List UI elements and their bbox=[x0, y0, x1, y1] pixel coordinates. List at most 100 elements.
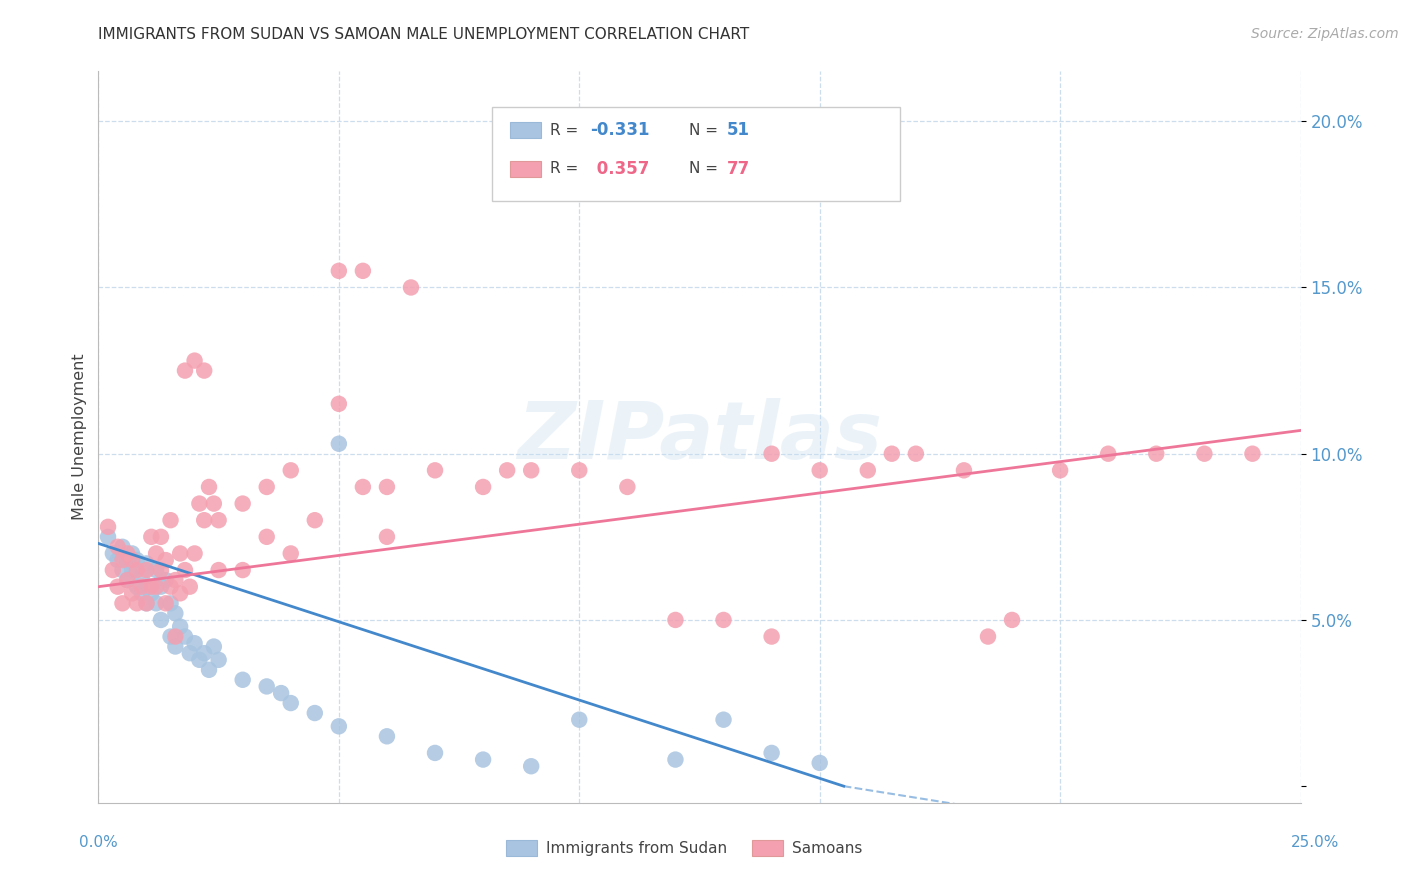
Point bbox=[145, 580, 167, 594]
Point bbox=[159, 630, 181, 644]
Point bbox=[664, 613, 686, 627]
Point bbox=[198, 663, 221, 677]
Point bbox=[159, 513, 181, 527]
Point bbox=[256, 480, 278, 494]
Text: Source: ZipAtlas.com: Source: ZipAtlas.com bbox=[1251, 27, 1399, 41]
Point bbox=[328, 264, 350, 278]
Point bbox=[111, 540, 134, 554]
Point bbox=[131, 580, 153, 594]
Point bbox=[149, 530, 172, 544]
Point bbox=[1144, 447, 1167, 461]
Point bbox=[183, 353, 205, 368]
Text: ZIPatlas: ZIPatlas bbox=[517, 398, 882, 476]
Point bbox=[328, 719, 350, 733]
Point bbox=[568, 713, 591, 727]
Point bbox=[135, 557, 157, 571]
Point bbox=[352, 264, 374, 278]
Point bbox=[761, 746, 783, 760]
Text: 0.0%: 0.0% bbox=[79, 836, 118, 850]
Point bbox=[375, 729, 398, 743]
Point bbox=[149, 580, 172, 594]
Point bbox=[135, 596, 157, 610]
Point bbox=[193, 363, 215, 377]
Point bbox=[761, 447, 783, 461]
Text: R =: R = bbox=[550, 123, 583, 137]
Text: N =: N = bbox=[689, 161, 723, 176]
Point bbox=[121, 553, 143, 567]
Point bbox=[202, 640, 225, 654]
Point bbox=[713, 613, 735, 627]
Point bbox=[208, 653, 231, 667]
Point bbox=[131, 570, 153, 584]
Point bbox=[280, 696, 302, 710]
Point bbox=[125, 580, 148, 594]
Point bbox=[568, 463, 591, 477]
Point bbox=[155, 596, 177, 610]
Point bbox=[97, 520, 120, 534]
Point bbox=[169, 546, 191, 560]
Point bbox=[193, 513, 215, 527]
Text: 51: 51 bbox=[727, 121, 749, 139]
Point bbox=[1097, 447, 1119, 461]
Point bbox=[179, 580, 201, 594]
Point bbox=[125, 563, 148, 577]
Point bbox=[496, 463, 519, 477]
Point bbox=[1194, 447, 1216, 461]
Point bbox=[256, 530, 278, 544]
Point bbox=[328, 436, 350, 450]
Point bbox=[977, 630, 1000, 644]
Point bbox=[808, 756, 831, 770]
Point bbox=[125, 553, 148, 567]
Point bbox=[270, 686, 292, 700]
Point bbox=[165, 640, 187, 654]
Point bbox=[904, 447, 927, 461]
Point bbox=[953, 463, 976, 477]
Point bbox=[97, 530, 120, 544]
Point bbox=[280, 463, 302, 477]
Point bbox=[107, 540, 129, 554]
Point bbox=[174, 363, 197, 377]
Text: 77: 77 bbox=[727, 160, 751, 178]
Point bbox=[232, 673, 254, 687]
Point bbox=[121, 546, 143, 560]
Point bbox=[135, 596, 157, 610]
Point bbox=[256, 680, 278, 694]
Y-axis label: Male Unemployment: Male Unemployment bbox=[72, 354, 87, 520]
Point bbox=[111, 553, 134, 567]
Point bbox=[111, 596, 134, 610]
Point bbox=[149, 613, 172, 627]
Point bbox=[193, 646, 215, 660]
Point bbox=[761, 630, 783, 644]
Text: 25.0%: 25.0% bbox=[1291, 836, 1339, 850]
Point bbox=[423, 746, 446, 760]
Point bbox=[352, 480, 374, 494]
Point bbox=[375, 480, 398, 494]
Text: 0.357: 0.357 bbox=[591, 160, 650, 178]
Point bbox=[117, 546, 139, 560]
Text: Samoans: Samoans bbox=[792, 841, 862, 855]
Point bbox=[117, 553, 139, 567]
Point bbox=[1049, 463, 1071, 477]
Point bbox=[232, 497, 254, 511]
Point bbox=[472, 480, 495, 494]
Point bbox=[141, 580, 163, 594]
Point bbox=[375, 530, 398, 544]
Text: -0.331: -0.331 bbox=[591, 121, 650, 139]
Point bbox=[131, 586, 153, 600]
Point bbox=[399, 280, 422, 294]
Point bbox=[155, 553, 177, 567]
Point bbox=[202, 497, 225, 511]
Point bbox=[304, 513, 326, 527]
Point bbox=[169, 619, 191, 633]
Point bbox=[664, 753, 686, 767]
Point bbox=[232, 563, 254, 577]
Point bbox=[149, 563, 172, 577]
Point bbox=[141, 586, 163, 600]
Text: N =: N = bbox=[689, 123, 723, 137]
Point bbox=[141, 580, 163, 594]
Point bbox=[125, 596, 148, 610]
Point bbox=[188, 653, 211, 667]
Point bbox=[188, 497, 211, 511]
Point bbox=[174, 563, 197, 577]
Point bbox=[472, 753, 495, 767]
